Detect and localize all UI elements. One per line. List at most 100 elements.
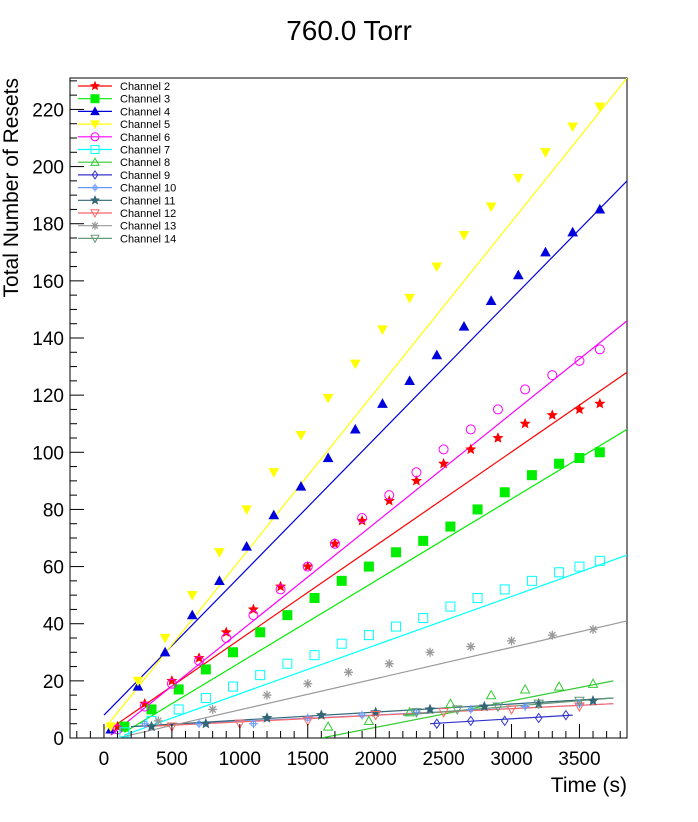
data-point	[377, 325, 388, 335]
data-point	[500, 715, 509, 727]
data-point	[573, 403, 585, 415]
data-point	[370, 711, 382, 721]
data-point	[458, 321, 470, 331]
data-point	[384, 659, 394, 669]
x-axis: 0 500 1000 1500 2000 2500 3000 3500	[76, 724, 621, 770]
data-point	[248, 610, 259, 621]
legend-entry: Channel 9	[78, 170, 170, 182]
legend-entry: Channel 5	[78, 119, 170, 131]
data-point	[146, 704, 157, 715]
x-tick-label: 1500	[287, 749, 329, 770]
legend-marker	[90, 94, 100, 104]
y-tick-label: 180	[32, 215, 64, 236]
data-point	[404, 293, 415, 304]
legend-label: Channel 6	[120, 132, 170, 144]
data-point	[594, 447, 605, 458]
data-point	[228, 647, 239, 658]
data-point	[153, 716, 163, 726]
fit-line	[110, 320, 627, 736]
data-point	[534, 712, 543, 724]
data-point	[139, 701, 150, 712]
data-point	[119, 721, 130, 732]
legend-label: Channel 14	[120, 233, 176, 245]
data-point	[492, 432, 504, 443]
data-point	[472, 504, 483, 515]
data-point	[173, 704, 184, 715]
data-point	[465, 424, 476, 435]
data-point	[404, 375, 415, 385]
data-point	[363, 630, 374, 641]
data-point	[140, 719, 150, 729]
data-point	[425, 647, 435, 657]
data-point	[562, 709, 570, 721]
data-point	[295, 431, 307, 441]
fit-line	[402, 697, 614, 716]
legend-marker	[90, 132, 100, 142]
data-point	[472, 593, 483, 603]
data-point	[466, 704, 476, 714]
data-point	[200, 717, 212, 729]
data-point	[458, 231, 470, 241]
legend-label: Channel 10	[120, 183, 176, 195]
data-point	[221, 633, 232, 643]
data-point	[383, 495, 395, 506]
legend-marker	[89, 195, 101, 205]
data-point	[336, 638, 347, 649]
data-point	[315, 709, 327, 720]
series-points	[322, 678, 599, 731]
data-point	[438, 457, 450, 469]
data-point	[547, 370, 558, 381]
data-point	[329, 537, 341, 549]
data-point	[200, 693, 211, 703]
series-points	[105, 102, 606, 733]
data-point	[445, 601, 456, 612]
data-point	[466, 642, 476, 652]
y-tick-label: 0	[53, 729, 64, 750]
legend-entry: Channel 12	[78, 208, 176, 220]
data-point	[526, 470, 537, 481]
data-point	[166, 678, 177, 689]
series-points	[433, 709, 570, 730]
fit-lines	[103, 78, 627, 738]
data-point	[478, 700, 490, 712]
data-point	[159, 633, 171, 644]
data-point	[499, 487, 510, 498]
data-point	[275, 584, 286, 595]
data-point	[438, 444, 449, 455]
data-point	[485, 202, 497, 213]
data-point	[424, 703, 436, 715]
data-point	[594, 203, 606, 214]
data-point	[357, 513, 368, 523]
x-tick-label: 3500	[558, 749, 600, 770]
y-tick-label: 80	[43, 500, 64, 521]
data-point	[377, 398, 388, 408]
data-point	[322, 452, 334, 463]
legend-label: Channel 2	[120, 81, 170, 93]
legend-label: Channel 13	[120, 221, 176, 233]
legend-entry: Channel 10	[78, 183, 176, 195]
data-point	[574, 702, 585, 713]
data-point	[445, 698, 456, 708]
x-tick-label: 2000	[355, 749, 397, 770]
y-tick-label: 20	[43, 672, 64, 693]
series-points	[112, 344, 605, 735]
data-point	[105, 722, 117, 733]
data-point	[145, 720, 158, 732]
legend-label: Channel 8	[120, 157, 170, 169]
series-points	[153, 624, 598, 726]
data-point	[574, 561, 585, 572]
legend-label: Channel 12	[120, 208, 176, 220]
legend-label: Channel 9	[120, 170, 170, 182]
data-point	[173, 684, 184, 695]
legend-marker	[90, 106, 100, 116]
data-point	[255, 670, 266, 681]
data-point	[594, 102, 606, 113]
x-tick-label: 3000	[490, 749, 532, 770]
data-point	[357, 710, 367, 720]
data-point	[526, 575, 537, 586]
x-tick-label: 0	[99, 749, 110, 770]
y-tick-label: 200	[32, 158, 64, 179]
data-point	[418, 613, 429, 623]
